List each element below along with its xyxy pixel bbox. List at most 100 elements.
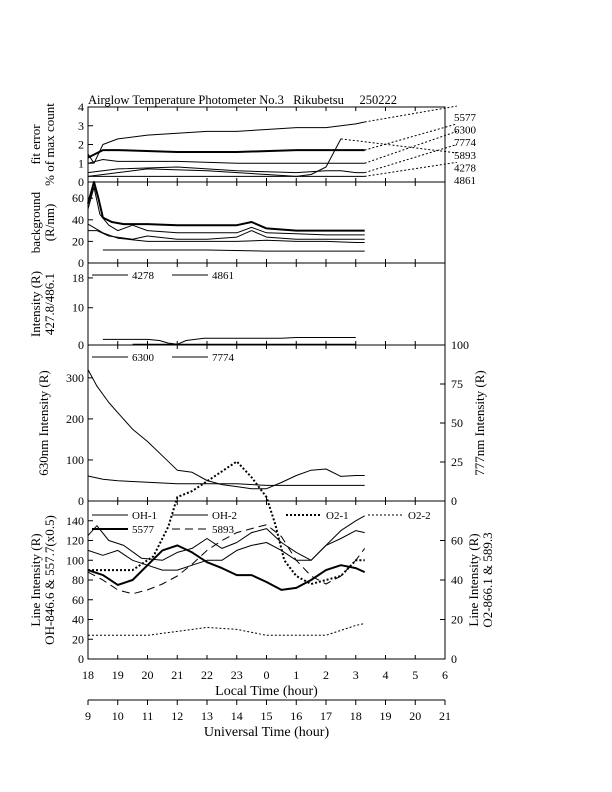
y-axis-label: fit error [28,124,43,165]
series-leader [364,105,457,123]
y2-tick-label: 60 [451,534,463,548]
universal-tick-label: 16 [290,709,302,723]
y-axis-label: OH-846.6 & 557.7(x0.5) [42,515,57,645]
series-line-7774 [87,159,365,164]
legend-label: 7774 [212,352,235,364]
y-axis-label: Line Intensity (R) [28,533,43,626]
y-tick-label: 80 [72,573,84,587]
series-line-3 [87,223,365,243]
y-tick-label: 0 [78,652,84,666]
y-axis-label: Intensity (R) [28,271,43,337]
y-tick-label: 2 [78,138,84,152]
local-tick-label: 0 [264,668,270,682]
local-tick-label: 5 [412,668,418,682]
panel-427.8/486.1: 0 10 18 Intensity (R) 427.8/486.1 4278 4861 [28,262,446,352]
series-line-5893 [87,166,365,174]
universal-axis-label: Universal Time (hour) [204,725,330,740]
y-tick-label: 300 [66,371,84,385]
y2-tick-label: 20 [451,613,463,627]
right-label: 5577 [454,112,477,124]
legend-label: 5893 [212,524,235,536]
local-tick-label: 19 [112,668,124,682]
y-tick-label: 4 [78,100,84,114]
universal-tick-label: 18 [350,709,362,723]
series-line-o2-2 [88,623,365,636]
series-line-5893 [87,524,366,595]
y2-tick-label: 25 [451,455,463,469]
right-label: 6300 [454,125,477,137]
universal-tick-label: 14 [231,709,243,723]
right-label: 4861 [454,175,476,187]
panel-frame [87,344,446,502]
universal-tick-label: 13 [201,709,213,723]
y-tick-label: 60 [72,593,84,607]
y2-axis-label: 777nm Intensity (R) [472,370,487,475]
local-tick-label: 3 [353,668,359,682]
legend-label: 4278 [132,270,155,282]
legend-label: 4861 [212,270,234,282]
legend-label: O2-2 [408,510,431,522]
local-tick-label: 18 [82,668,94,682]
series-line-4 [102,249,365,252]
series-line-o2-1 [88,460,365,585]
local-tick-label: 6 [442,668,448,682]
series-line-5577 [87,544,366,591]
y2-axis-label: Line Intensity (R) [466,533,481,626]
universal-tick-label: 11 [142,709,154,723]
y-tick-label: 140 [66,514,84,528]
series-leader [364,161,457,177]
series-line-0 [87,181,365,232]
series-leader [364,130,458,164]
series-line-5577 [87,121,365,164]
series-leader [364,144,458,174]
series-line-6300 [87,149,365,159]
y-tick-label: 0 [78,256,84,270]
local-tick-label: 21 [171,668,183,682]
universal-tick-label: 10 [112,709,124,723]
universal-tick-label: 15 [261,709,273,723]
y-tick-label: 200 [66,412,84,426]
legend-label: OH-2 [212,510,237,522]
y-tick-label: 40 [72,213,84,227]
universal-tick-label: 17 [320,709,332,723]
panel-frame [87,106,446,183]
universal-tick-label: 21 [439,709,451,723]
panel-630/777: 0 100 200 300 0 25 50 75 100 630nm Intensity (R) 7… [36,338,487,508]
panel-background: 0 20 40 60 background (R/nm) [28,181,446,270]
y2-tick-label: 40 [451,573,463,587]
y-axis-label: (R/nm) [42,204,57,242]
local-tick-label: 23 [231,668,243,682]
universal-tick-label: 9 [85,709,91,723]
legend-label: O2-1 [326,510,349,522]
y-tick-label: 100 [66,553,84,567]
y-tick-label: 60 [72,191,84,205]
y2-tick-label: 50 [451,416,463,430]
y-tick-label: 0 [78,494,84,508]
y-tick-label: 20 [72,632,84,646]
legend-label: 5577 [132,524,155,536]
y-tick-label: 0 [78,338,84,352]
y-tick-label: 20 [72,234,84,248]
y-tick-label: 100 [66,453,84,467]
y-axis-label: 427.8/486.1 [42,273,57,335]
right-label: 4278 [454,162,477,174]
y-tick-label: 40 [72,613,84,627]
y-tick-label: 18 [72,271,84,285]
y-tick-label: 10 [72,301,84,315]
y-tick-label: 3 [78,119,84,133]
legend-label: 6300 [132,352,155,364]
y2-tick-label: 0 [451,494,457,508]
local-tick-label: 1 [293,668,299,682]
local-tick-label: 22 [201,668,213,682]
y-axis-label: background [28,191,43,253]
y2-axis-label: O2-866.1 & 589.3 [480,532,495,627]
series-line-4278 [87,138,342,177]
series-line-7774 [87,475,365,486]
y2-tick-label: 100 [451,338,469,352]
series-line-4278 [102,337,356,345]
local-tick-label: 4 [383,668,389,682]
